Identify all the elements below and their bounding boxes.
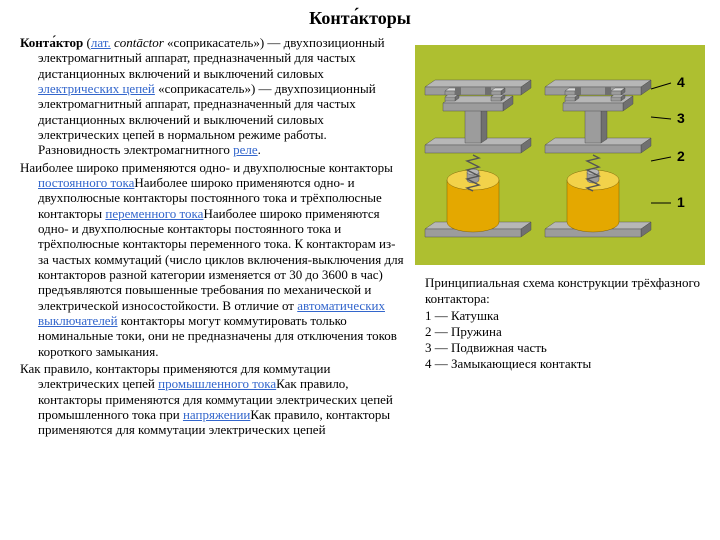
figure-caption: Принципиальная схема конструкции трёхфаз… xyxy=(415,275,710,373)
text: Наиболее широко применяются одно- и двух… xyxy=(38,206,404,313)
caption-item-2: 2 — Пружина xyxy=(425,324,502,339)
svg-text:2: 2 xyxy=(677,148,685,164)
link-ac[interactable]: переменного тока xyxy=(105,206,203,221)
link-industrial[interactable]: промышленного тока xyxy=(158,376,276,391)
page-title: Конта́кторы xyxy=(0,0,720,35)
paragraph-1: Конта́ктор (лат. contāctor «соприкасател… xyxy=(20,35,405,158)
link-relay[interactable]: реле xyxy=(233,142,258,157)
caption-item-1: 1 — Катушка xyxy=(425,308,499,323)
contactor-diagram: 4 3 2 1 xyxy=(415,45,705,265)
figure-column: 4 3 2 1 Принципиальная схема конструкции тр… xyxy=(415,35,710,440)
text: . xyxy=(258,142,261,157)
text-column: Конта́ктор (лат. contāctor «соприкасател… xyxy=(20,35,415,440)
svg-text:1: 1 xyxy=(677,194,685,210)
link-dc[interactable]: постоянного тока xyxy=(38,175,134,190)
caption-item-3: 3 — Подвижная часть xyxy=(425,340,547,355)
caption-intro: Принципиальная схема конструкции трёхфаз… xyxy=(425,275,700,306)
paragraph-2: Наиболее широко применяются одно- и двух… xyxy=(20,160,405,359)
paragraph-3: Как правило, контакторы применяются для … xyxy=(20,361,405,438)
link-circuits[interactable]: электрических цепей xyxy=(38,81,155,96)
link-latin[interactable]: лат. xyxy=(91,35,111,50)
text: Наиболее широко применяются одно- и двух… xyxy=(20,160,393,175)
svg-text:3: 3 xyxy=(677,110,685,126)
svg-text:4: 4 xyxy=(677,74,685,90)
caption-item-4: 4 — Замыкающиеся контакты xyxy=(425,356,591,371)
italic-term: contāctor xyxy=(114,35,164,50)
link-voltage[interactable]: напряжении xyxy=(183,407,250,422)
content-row: Конта́ктор (лат. contāctor «соприкасател… xyxy=(0,35,720,440)
text: ( xyxy=(83,35,91,50)
term-bold: Конта́ктор xyxy=(20,35,83,50)
